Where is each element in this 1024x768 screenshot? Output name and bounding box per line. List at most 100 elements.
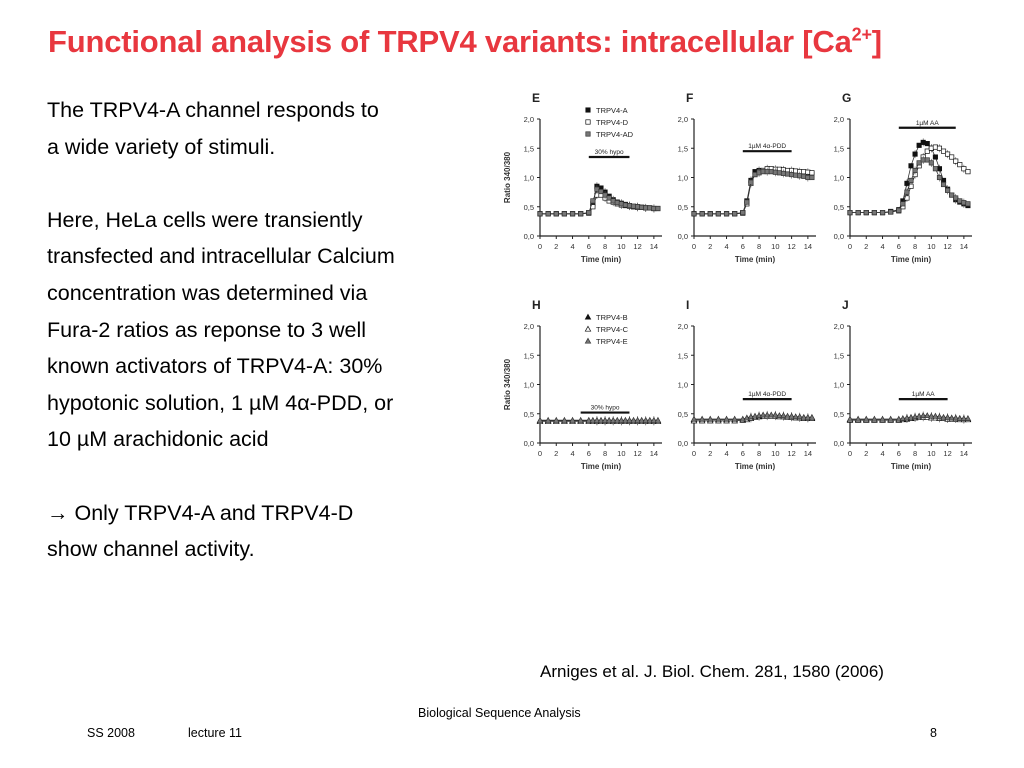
panel-f-series-line (694, 171, 812, 215)
panel-e-y-tick-label: 0,0 (524, 232, 534, 241)
conclusion-line-1: → Only TRPV4-A and TRPV4-D (47, 500, 354, 525)
panel-e-series-line (540, 194, 658, 215)
footer-page-number: 8 (930, 726, 937, 740)
method-line-1: Here, HeLa cells were transiently (47, 207, 363, 232)
panel-h-x-label: Time (min) (581, 462, 622, 471)
panel-h-legend-label: TRPV4-B (596, 313, 628, 322)
panel-e-legend-marker (585, 131, 591, 137)
panel-g-x-tick-label: 4 (880, 242, 884, 251)
panel-j-data-point (948, 414, 955, 421)
panel-j-data-point (964, 415, 972, 421)
panel-h-data-point (561, 416, 568, 423)
panel-f-x-label: Time (min) (735, 255, 776, 264)
panel-h-legend-marker (584, 337, 592, 344)
panel-h-legend-label: TRPV4-E (596, 337, 628, 346)
panel-i-data-point (759, 411, 767, 418)
panel-f-x-tick-label: 10 (771, 242, 779, 251)
panel-h-data-point (577, 416, 584, 423)
panel-f-x-tick-label: 0 (692, 242, 696, 251)
panel-f-data-point (732, 211, 738, 217)
panel-i-y-tick-label: 1,0 (678, 381, 688, 390)
panel-j-data-point (919, 412, 927, 419)
panel-j-x-tick-label: 0 (848, 449, 852, 458)
panel-j-data-point (854, 415, 862, 422)
panel-h-data-point (622, 416, 629, 423)
panel-j-data-point (944, 413, 951, 420)
panel-e-x-tick-label: 0 (538, 242, 542, 251)
panel-f-data-point (809, 170, 815, 176)
panel-f-x-tick-label: 12 (787, 242, 795, 251)
panel-h-data-point (650, 416, 658, 423)
panel-h-legend-label: TRPV4-C (596, 325, 629, 334)
panel-h-legend-marker (584, 313, 592, 320)
trpv4-calcium-figure: E 0,0 0,5 1,0 1,5 2,0 0 2 4 6 8 10 12 14 Time (min) Rat… (503, 91, 972, 471)
panel-j-x-tick-label: 2 (864, 449, 868, 458)
panel-i-data-point (731, 415, 738, 422)
panel-g-data-point (908, 177, 914, 183)
method-line-6: hypotonic solution, 1 µM 4α-PDD, or (47, 390, 394, 415)
panel-g-series-line (850, 141, 969, 213)
panel-i-y-tick-label: 0,5 (678, 410, 688, 419)
panel-j-x-tick-label: 6 (897, 449, 901, 458)
panel-g-data-point (940, 148, 947, 154)
panel-e-data-point (537, 211, 543, 217)
panel-g-data-point (863, 210, 869, 216)
panel-g-data-point (871, 210, 877, 216)
panel-i-x-tick-label: 14 (804, 449, 812, 458)
panel-e-stimulus-label: 30% hypo (595, 149, 624, 156)
panel-h-data-point (605, 416, 613, 423)
panel-g-data-point (945, 151, 951, 157)
panel-e-data-point (578, 211, 584, 217)
panel-i-x-tick-label: 10 (771, 449, 779, 458)
panel-g-data-point (928, 160, 934, 166)
panel-e-legend-label: TRPV4-AD (596, 130, 634, 139)
panel-e-x-tick-label: 2 (554, 242, 558, 251)
panel-h-data-point (626, 416, 633, 423)
panel-i-data-point (804, 413, 812, 420)
panel-h-x-tick-label: 6 (587, 449, 591, 458)
panel-g-y-tick-label: 0,0 (834, 232, 844, 241)
method-line-4: Fura-2 ratios as reponse to 3 well (47, 317, 367, 342)
panel-g-data-point (908, 163, 914, 169)
panel-h-y-tick-label: 2,0 (524, 322, 534, 331)
panel-j-data-point (956, 415, 964, 421)
panel-g-x-tick-label: 10 (927, 242, 935, 251)
panel-j-data-point (862, 415, 870, 422)
panel-h-data-point (646, 416, 654, 423)
panel-j-y-tick-label: 2,0 (834, 322, 844, 331)
panel-f-x-tick-label: 14 (804, 242, 812, 251)
panel-i-data-point (800, 413, 808, 420)
panel-f-letter: F (686, 91, 693, 105)
panel-j-y-tick-label: 0,0 (834, 439, 844, 448)
panel-h-x-tick-label: 2 (554, 449, 558, 458)
panel-f-x-tick-label: 6 (741, 242, 745, 251)
panel-e-x-tick-label: 6 (587, 242, 591, 251)
method-line-2: transfected and intracellular Calcium (47, 244, 395, 269)
panel-g-data-point (904, 180, 910, 186)
panel-i-y-tick-label: 2,0 (678, 322, 688, 331)
panel-e-data-point (655, 205, 661, 212)
panel-g-data-point (924, 148, 930, 154)
panel-g-data-point (936, 174, 943, 181)
panel-f-data-point (707, 211, 713, 217)
panel-e-data-point (561, 211, 567, 217)
panel-h-y-tick-label: 1,5 (524, 351, 534, 360)
title-bracket: ] (871, 24, 882, 59)
panel-e-legend-label: TRPV4-D (596, 118, 629, 127)
panel-g-data-point (924, 157, 930, 163)
panel-h-data-point (618, 416, 625, 423)
footer-semester: SS 2008 (87, 726, 135, 740)
panel-e-data-point (569, 211, 576, 217)
panel-h-data-point (601, 416, 609, 423)
panel-e-y-label: Ratio 340/380 (503, 151, 512, 203)
panel-g-x-tick-label: 14 (960, 242, 968, 251)
panel-i-data-point (776, 412, 783, 419)
panel-e-x-tick-label: 10 (617, 242, 625, 251)
panel-j-x-tick-label: 12 (943, 449, 951, 458)
panel-g-x-label: Time (min) (891, 255, 932, 264)
panel-e-legend-marker (585, 107, 591, 113)
slide-body: The TRPV4-A channel responds to a wide v… (47, 92, 487, 568)
panel-e-letter: E (532, 91, 540, 105)
panel-i-y-tick-label: 1,5 (678, 351, 688, 360)
panel-g-data-point (965, 169, 971, 175)
